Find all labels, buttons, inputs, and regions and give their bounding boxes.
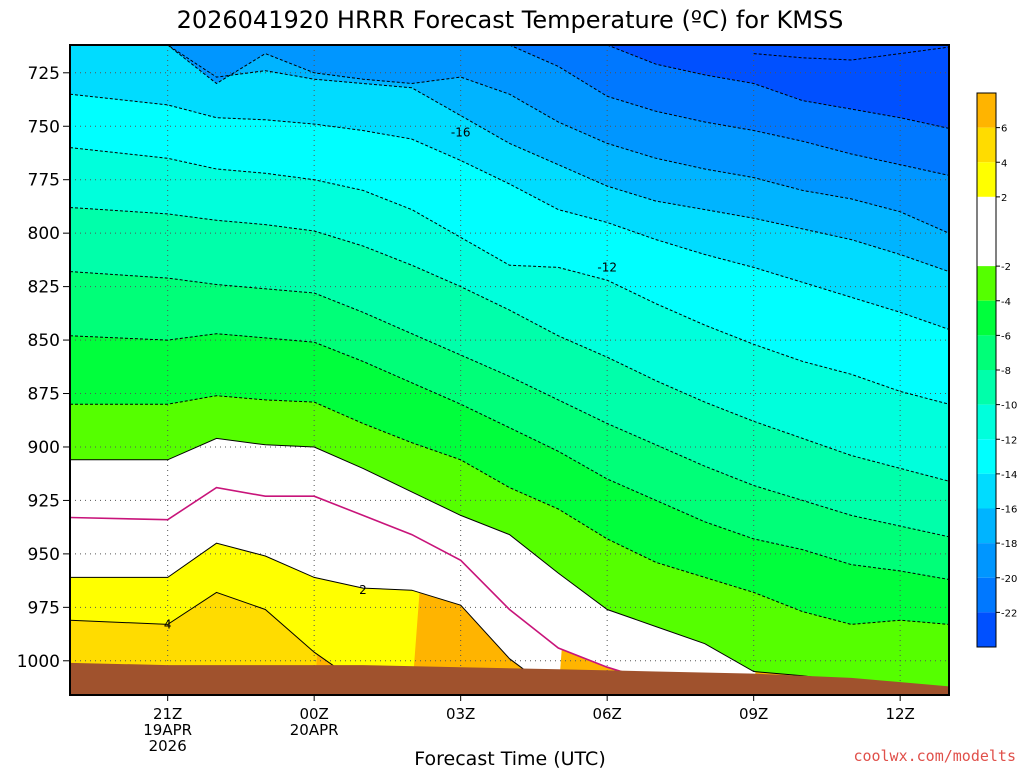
grid-lines	[70, 45, 949, 695]
y-tick-label-725: 725	[28, 64, 60, 84]
colorbar-band-12	[977, 543, 996, 578]
x-tick-label-0-1: 19APR	[143, 721, 192, 739]
x-tick-label-2-0: 03Z	[446, 705, 475, 723]
y-axis: 725 750 775 800 825 850 875 900 925 950 975 1000	[17, 64, 70, 672]
colorbar-band-2	[977, 162, 996, 197]
colorbar-band-10	[977, 473, 996, 509]
colorbar: 6 4 2 -2 -4 -6 -8 -10 -12 -14 -16 -18 -20 -22	[976, 92, 1017, 648]
contour-line--18	[167, 45, 949, 234]
y-tick-label-900: 900	[28, 438, 60, 458]
colorbar-band-9	[977, 439, 996, 474]
y-tick-label-950: 950	[28, 545, 60, 565]
colorbar-band-4	[977, 266, 996, 301]
contour-line--22	[607, 45, 949, 129]
colorbar-tick-label-2: 2	[1001, 193, 1007, 204]
x-tick-label-0-0: 21Z	[153, 705, 182, 723]
contour-line--4	[70, 395, 949, 625]
contour-line--12	[70, 147, 949, 405]
colorbar-band-6	[977, 335, 996, 370]
y-tick-label-775: 775	[28, 171, 60, 191]
colorbar-tick-label--14: -14	[1001, 470, 1017, 481]
contour-labels: 4 2 -12 -16	[164, 126, 617, 632]
colorbar-band-3	[977, 196, 996, 267]
y-tick-label-875: 875	[28, 385, 60, 405]
contour-line--14	[70, 93, 949, 330]
ground-surface-fill	[70, 662, 949, 695]
contour-line--10	[70, 207, 949, 482]
colorbar-tick-label--22: -22	[1001, 608, 1017, 619]
contour-line--16	[70, 45, 949, 273]
colorbar-tick-label--18: -18	[1001, 539, 1017, 550]
colorbar-band-5	[977, 300, 996, 336]
colorbar-tick-label--6: -6	[1001, 331, 1011, 342]
y-tick-label-800: 800	[28, 224, 60, 244]
colorbar-tick-label--10: -10	[1001, 401, 1017, 412]
band-fill-below--24	[70, 45, 949, 60]
colorbar-band-8	[977, 404, 996, 440]
contour-line--20	[509, 45, 949, 176]
contour-line--24	[753, 46, 949, 61]
y-tick-label-850: 850	[28, 331, 60, 351]
colorbar-tick-label--20: -20	[1001, 574, 1017, 585]
y-tick-label-975: 975	[28, 598, 60, 618]
colorbar-tick-label-4: 4	[1001, 158, 1007, 169]
contour-label--16: -16	[451, 126, 471, 140]
colorbar-band-13	[977, 577, 996, 613]
colorbar-tick-label--2: -2	[1001, 262, 1011, 273]
ground-surface	[70, 662, 949, 695]
credit-text: coolwx.com/modelts	[853, 747, 1016, 765]
colorbar-band-1	[977, 127, 996, 163]
colorbar-tick-label--16: -16	[1001, 505, 1017, 516]
y-tick-label-1000: 1000	[17, 652, 60, 672]
colorbar-band-0	[977, 93, 996, 128]
temperature-fill-bands	[70, 45, 949, 695]
y-tick-label-750: 750	[28, 117, 60, 137]
x-tick-label-0-2: 2026	[149, 737, 187, 755]
contour-label-4: 4	[164, 617, 172, 631]
chart-title: 2026041920 HRRR Forecast Temperature (ºC…	[177, 6, 844, 34]
colorbar-tick-label--12: -12	[1001, 435, 1017, 446]
contour-label-2: 2	[359, 583, 367, 597]
colorbar-band-14	[977, 612, 996, 647]
x-tick-label-1-0: 00Z	[299, 705, 328, 723]
band-fill-below--22	[70, 45, 949, 129]
x-tick-label-5-0: 12Z	[885, 705, 914, 723]
x-axis-label: Forecast Time (UTC)	[414, 748, 605, 768]
contour-line-2	[70, 542, 559, 695]
contour-label--12: -12	[597, 260, 617, 274]
x-tick-label-4-0: 09Z	[739, 705, 768, 723]
colorbar-tick-label-6: 6	[1001, 124, 1007, 135]
x-tick-label-3-0: 06Z	[592, 705, 621, 723]
colorbar-band-7	[977, 370, 996, 405]
y-tick-label-825: 825	[28, 278, 60, 298]
colorbar-band-11	[977, 508, 996, 544]
plot-frame	[69, 44, 950, 696]
contour-line--6	[70, 333, 949, 580]
colorbar-tick-label--4: -4	[1001, 297, 1011, 308]
y-tick-label-925: 925	[28, 491, 60, 511]
colorbar-tick-label--8: -8	[1001, 366, 1011, 377]
x-tick-label-1-1: 20APR	[290, 721, 339, 739]
contour-line--8	[70, 271, 949, 538]
